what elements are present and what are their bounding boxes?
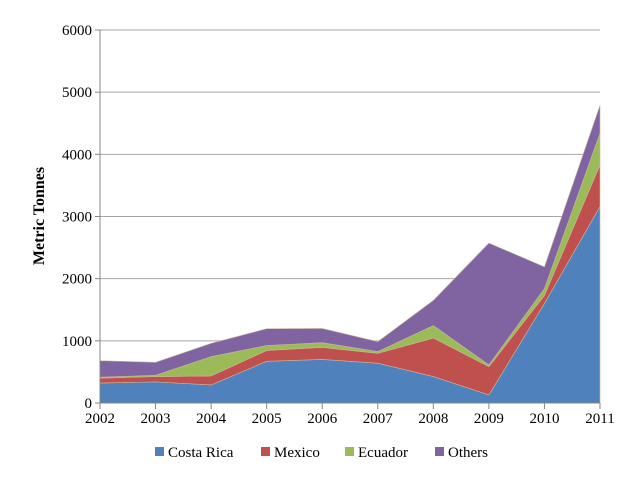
y-tick-label: 0 <box>85 396 93 412</box>
legend-item: Ecuador <box>345 445 408 461</box>
legend-item: Others <box>435 445 488 461</box>
y-tick-label: 4000 <box>62 147 92 163</box>
legend-swatch <box>435 447 444 456</box>
x-tick-label: 2004 <box>196 411 227 427</box>
x-tick-label: 2008 <box>418 411 448 427</box>
x-tick-label: 2005 <box>252 411 282 427</box>
legend-label: Ecuador <box>358 445 408 461</box>
y-axis-title: Metric Tonnes <box>31 167 48 265</box>
y-tick-label: 3000 <box>62 210 92 226</box>
x-tick-labels: 2002 2003 2004 2005 2006 2007 2008 2009 2010 2011 <box>85 411 615 427</box>
legend: Costa Rica Mexico Ecuador Others <box>155 445 488 461</box>
legend-item: Costa Rica <box>155 445 234 461</box>
y-tick-labels: 0 1000 2000 3000 4000 5000 6000 <box>62 23 92 412</box>
legend-label: Others <box>448 445 488 461</box>
x-tick-label: 2002 <box>85 411 115 427</box>
y-tick-label: 2000 <box>62 272 92 288</box>
x-tick-label: 2003 <box>141 411 171 427</box>
y-tick-label: 5000 <box>62 85 92 101</box>
x-tick-label: 2011 <box>585 411 614 427</box>
x-tick-label: 2010 <box>529 411 559 427</box>
area-others <box>99 105 601 378</box>
legend-label: Costa Rica <box>168 445 234 461</box>
axes <box>99 30 601 409</box>
legend-swatch <box>155 447 164 456</box>
x-tick-label: 2007 <box>363 411 394 427</box>
legend-swatch <box>261 447 270 456</box>
legend-swatch <box>345 447 354 456</box>
y-tick-label: 6000 <box>62 23 92 39</box>
legend-item: Mexico <box>261 445 320 461</box>
areas <box>99 105 601 404</box>
legend-label: Mexico <box>274 445 320 461</box>
x-tick-label: 2009 <box>474 411 504 427</box>
x-tick-label: 2006 <box>307 411 338 427</box>
y-tick-label: 1000 <box>62 334 92 350</box>
